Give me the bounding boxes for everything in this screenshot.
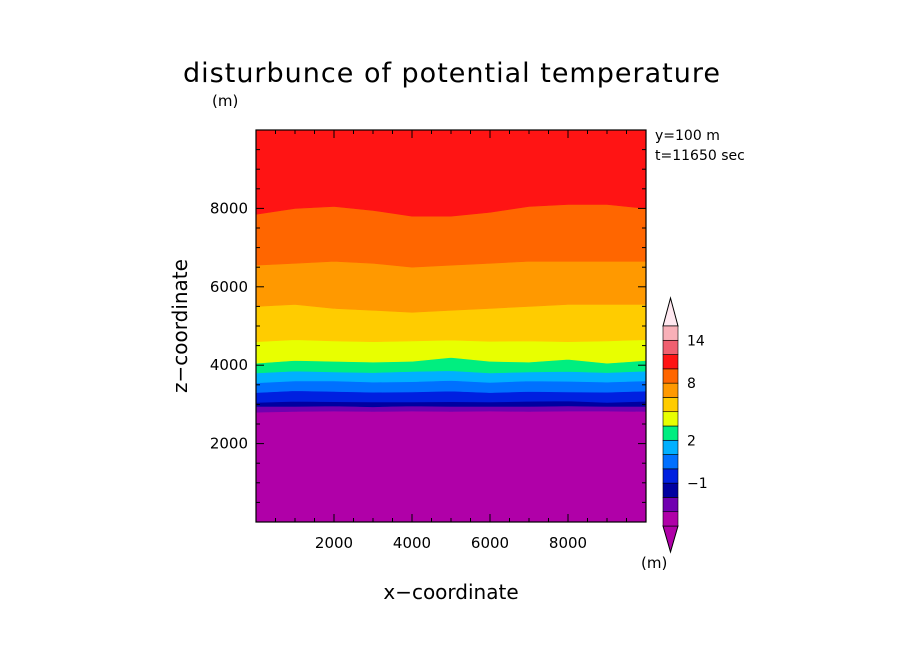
chart-title: disturbunce of potential temperature [183,58,721,89]
colorbar-segment [662,454,679,470]
x-tick-label: 8000 [549,534,587,552]
contour-band [255,129,647,217]
colorbar-segment [662,354,679,370]
colorbar-segment [662,511,679,527]
contour-band [255,380,647,393]
colorbar-segment [662,397,679,413]
x-axis-label: x−coordinate [383,580,519,604]
colorbar-segment [662,325,679,341]
colorbar-label: 8 [687,376,696,392]
y-unit-label: (m) [212,92,239,110]
colorbar-label: −1 [687,476,708,492]
colorbar-segment [662,482,679,498]
y-tick-label: 2000 [210,435,248,453]
contour-band [255,405,647,413]
annotation-time: t=11650 sec [655,148,745,164]
y-tick-label: 4000 [210,356,248,374]
colorbar-segment [662,411,679,427]
annotation-y-position: y=100 m [655,128,720,144]
colorbar-top-arrow [662,296,679,327]
contour-band [255,410,647,523]
colorbar-segment [662,468,679,484]
x-tick-label: 6000 [471,534,509,552]
x-tick-label: 2000 [315,534,353,552]
colorbar-unit-label: (m) [641,554,668,572]
contour-band [255,260,647,313]
y-tick-label: 8000 [210,199,248,217]
x-tick-label: 4000 [393,534,431,552]
contour-band [255,390,647,403]
colorbar-bottom-arrow [662,525,679,554]
colorbar-segment [662,497,679,513]
colorbar-segment [662,382,679,398]
y-tick-label: 6000 [210,278,248,296]
colorbar-segment [662,339,679,355]
colorbar-segment [662,439,679,455]
colorbar-segment [662,368,679,384]
colorbar-label: 2 [687,433,696,449]
colorbar-label: 14 [687,333,705,349]
colorbar-segment [662,425,679,441]
